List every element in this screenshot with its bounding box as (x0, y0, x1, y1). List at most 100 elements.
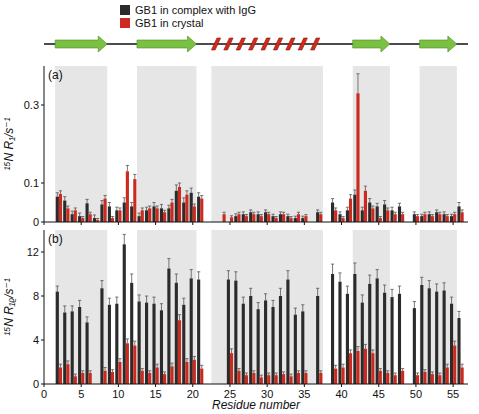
error-bar (249, 288, 252, 296)
bar (178, 320, 181, 384)
error-stem (250, 288, 251, 296)
bar (416, 375, 419, 384)
error-cap (289, 216, 292, 217)
bar (190, 193, 193, 222)
error-cap (123, 234, 126, 235)
error-cap (376, 203, 379, 204)
error-cap (111, 216, 114, 217)
error-cap (364, 344, 367, 345)
error-cap (260, 375, 263, 376)
bar (167, 208, 170, 222)
error-cap (390, 289, 393, 290)
x-tick (155, 384, 156, 387)
error-bar (178, 315, 181, 321)
bar (461, 212, 464, 222)
x-tick (415, 222, 416, 225)
error-bar (130, 274, 133, 283)
error-cap (170, 363, 173, 364)
bar (130, 283, 133, 384)
error-stem (365, 186, 366, 191)
x-tick (44, 222, 45, 225)
bar (413, 308, 416, 384)
error-bar (271, 214, 274, 216)
bar (453, 214, 456, 222)
bar (331, 274, 334, 384)
error-bar (457, 203, 460, 207)
bar (386, 373, 389, 384)
bar (349, 199, 352, 222)
error-bar (386, 371, 389, 373)
error-stem (332, 199, 333, 203)
bar (361, 303, 364, 384)
bar (435, 292, 438, 384)
error-cap (368, 275, 371, 276)
error-bar (297, 212, 300, 214)
error-bar (376, 203, 379, 206)
bar (145, 303, 148, 384)
error-stem (116, 297, 117, 304)
error-cap (342, 364, 345, 365)
x-tick (155, 222, 156, 225)
bar (282, 214, 285, 222)
bar (394, 375, 397, 384)
error-bar (185, 359, 188, 362)
error-cap (237, 368, 240, 369)
bar (297, 373, 300, 384)
error-bar (111, 370, 114, 372)
error-stem (384, 285, 385, 293)
error-cap (461, 209, 464, 210)
error-bar (450, 214, 453, 216)
error-stem (109, 298, 110, 305)
error-bar (364, 344, 367, 348)
error-bar (71, 211, 74, 214)
error-cap (413, 301, 416, 302)
error-stem (168, 259, 169, 269)
bar (141, 210, 144, 222)
error-cap (145, 296, 148, 297)
error-cap (163, 210, 166, 211)
bar (453, 346, 456, 385)
helix-turn (311, 38, 320, 50)
error-bar (401, 369, 404, 371)
error-bar (279, 288, 282, 296)
bar (71, 311, 74, 384)
error-bar (398, 203, 401, 206)
bar (141, 371, 144, 384)
error-bar (356, 347, 359, 351)
bar (428, 214, 431, 222)
error-bar (133, 174, 136, 179)
error-stem (399, 203, 400, 206)
error-bar (118, 359, 121, 362)
error-bar (338, 273, 341, 282)
error-stem (332, 264, 333, 274)
error-bar (141, 369, 144, 371)
bar (108, 206, 111, 222)
error-stem (139, 213, 140, 216)
bar (78, 216, 81, 222)
bar (356, 351, 359, 384)
error-stem (139, 295, 140, 302)
error-bar (242, 297, 245, 304)
error-bar (227, 271, 230, 280)
x-tick (81, 222, 82, 225)
x-tick (304, 222, 305, 225)
error-bar (237, 212, 240, 214)
error-cap (279, 211, 282, 212)
x-tick (267, 222, 268, 225)
error-bar (446, 364, 449, 367)
error-cap (282, 371, 285, 372)
error-bar (334, 208, 337, 210)
bar (175, 283, 178, 384)
bar (223, 214, 226, 222)
error-cap (364, 186, 367, 187)
error-cap (222, 212, 225, 213)
error-stem (350, 350, 351, 353)
error-cap (227, 270, 230, 271)
error-bar (319, 371, 322, 373)
y-axis (44, 230, 45, 384)
bar (242, 214, 245, 222)
error-stem (154, 203, 155, 207)
error-cap (182, 298, 185, 299)
x-tick (304, 384, 305, 387)
error-bar (401, 212, 404, 214)
